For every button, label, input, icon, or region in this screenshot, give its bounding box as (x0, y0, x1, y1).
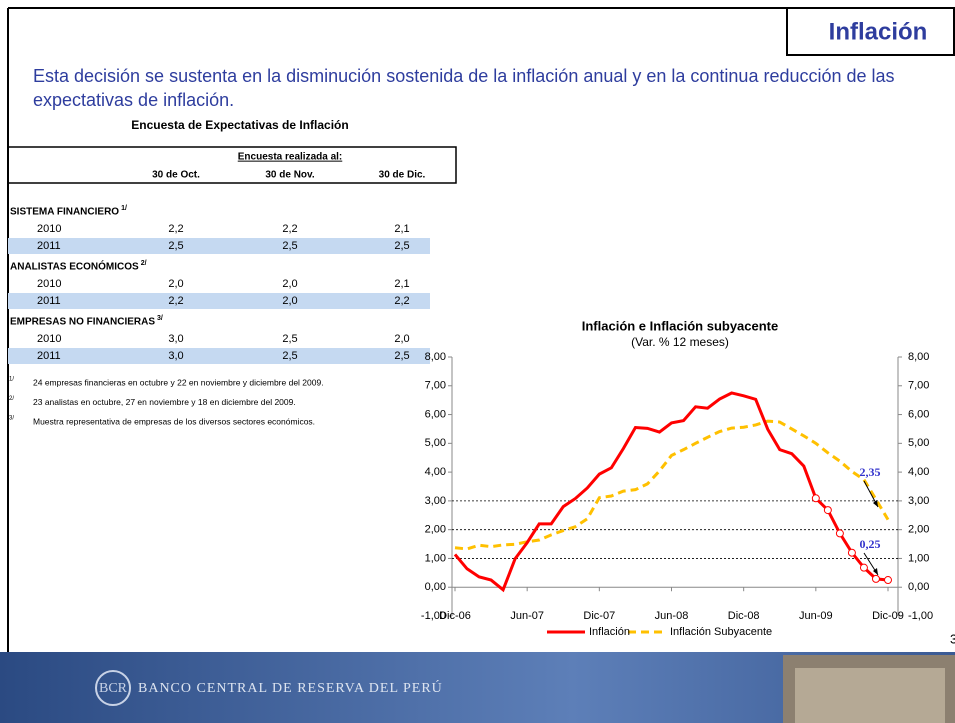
y2-tick-label: 1,00 (908, 552, 929, 564)
point-marker (823, 506, 832, 515)
column-header: 30 de Oct. (152, 170, 200, 181)
row-band (8, 238, 430, 254)
table-caption: Encuesta realizada al: (238, 152, 343, 163)
point-marker (835, 529, 844, 538)
point-marker (871, 574, 880, 583)
cell: 2011 (37, 240, 61, 252)
y2-tick-label: 0,00 (908, 581, 929, 593)
column-header: 30 de Dic. (379, 170, 426, 181)
series-line (453, 391, 889, 593)
cell: 2,2 (168, 223, 183, 235)
footnote: Muestra representativa de empresas de lo… (33, 416, 315, 426)
y-tick-label: 5,00 (425, 437, 446, 449)
cell: 3,0 (168, 333, 183, 345)
point-marker (884, 576, 892, 585)
cell: 2,1 (394, 223, 409, 235)
footnote-mark: 2/ (9, 396, 14, 402)
chart-title: Inflación e Inflación subyacente (582, 318, 779, 333)
arrow-head (873, 500, 878, 507)
footnote: 24 empresas financieras en octubre y 22 … (33, 377, 324, 387)
cell: 2,0 (282, 295, 297, 307)
point-marker (847, 548, 856, 557)
cell: 2,2 (282, 223, 297, 235)
column-header: 30 de Nov. (265, 170, 314, 181)
photo-detail (795, 668, 945, 723)
row-band (8, 348, 430, 364)
title-box (786, 7, 955, 56)
point-marker (859, 563, 868, 572)
arrow-head (873, 568, 878, 575)
table-title: Encuesta de Expectativas de Inflación (131, 118, 348, 132)
y-tick-label: 1,00 (425, 552, 446, 564)
group-note: 1/ (121, 205, 127, 212)
y-tick-label: 4,00 (425, 466, 446, 478)
footnote: 23 analistas en octubre, 27 en noviembre… (33, 397, 296, 407)
y2-tick-label: 8,00 (908, 351, 929, 363)
x-tick-label: Jun-08 (655, 610, 689, 622)
group-note: 2/ (141, 260, 147, 267)
cell: 2,5 (394, 350, 409, 362)
y-tick-label: 8,00 (425, 351, 446, 363)
footnote-mark: 1/ (9, 377, 14, 383)
legend-label: Inflación (589, 626, 630, 638)
slide-title: Inflación (829, 18, 928, 45)
cell: 2,2 (394, 295, 409, 307)
cell: 2,2 (168, 295, 183, 307)
y2-tick-label: 3,00 (908, 495, 929, 507)
x-tick-label: Dic-09 (872, 610, 904, 622)
intro: Esta decisión se sustenta en la disminuc… (33, 66, 895, 110)
cell: 2,5 (168, 240, 183, 252)
cell: 2,5 (394, 240, 409, 252)
cell: 2010 (37, 333, 61, 345)
footnote-mark: 3/ (9, 416, 14, 422)
y-tick-label: 3,00 (425, 495, 446, 507)
y-tick-label: -1,00 (421, 610, 446, 622)
table-header-box (7, 146, 457, 184)
cell: 2,5 (282, 350, 297, 362)
page-number: 3 (950, 631, 955, 646)
bank-name: BANCO CENTRAL DE RESERVA DEL PERÚ (138, 679, 443, 696)
chart-subtitle: (Var. % 12 meses) (631, 335, 729, 349)
y2-tick-label: 4,00 (908, 466, 929, 478)
y2-tick-label: 2,00 (908, 524, 929, 536)
cell: 2,5 (282, 333, 297, 345)
group-name: SISTEMA FINANCIERO (10, 207, 119, 218)
cell: 2,0 (168, 278, 183, 290)
row-band (8, 293, 430, 309)
x-tick-label: Dic-07 (583, 610, 615, 622)
logo-text: BCR (99, 681, 128, 696)
series-line (454, 419, 890, 551)
y2-tick-label: 6,00 (908, 408, 929, 420)
cell: 2011 (37, 295, 61, 307)
cell: 2010 (37, 278, 61, 290)
x-tick-label: Dic-06 (439, 610, 471, 622)
y-tick-label: 2,00 (425, 524, 446, 536)
group-name: EMPRESAS NO FINANCIERAS (10, 317, 155, 328)
cell: 2011 (37, 350, 61, 362)
cell: 2,0 (282, 278, 297, 290)
y-tick-label: 7,00 (425, 380, 446, 392)
group-name: ANALISTAS ECONÓMICOS (10, 260, 139, 273)
point-marker (811, 494, 820, 503)
group-note: 3/ (157, 315, 163, 322)
cell: 2,0 (394, 333, 409, 345)
cell: 2,5 (282, 240, 297, 252)
cell: 2010 (37, 223, 61, 235)
y2-tick-label: 7,00 (908, 380, 929, 392)
y2-tick-label: 5,00 (908, 437, 929, 449)
cell: 2,1 (394, 278, 409, 290)
y-tick-label: 0,00 (425, 581, 446, 593)
y2-tick-label: -1,00 (908, 610, 933, 622)
y-tick-label: 6,00 (425, 408, 446, 420)
cell: 3,0 (168, 350, 183, 362)
x-tick-label: Jun-09 (799, 610, 833, 622)
x-tick-label: Dic-08 (728, 610, 760, 622)
intro-text: Esta decisión se sustenta en la disminuc… (33, 66, 895, 110)
legend-label: Inflación Subyacente (670, 626, 772, 638)
logo (95, 670, 131, 706)
annotation: 0,25 (860, 537, 881, 551)
x-tick-label: Jun-07 (510, 610, 544, 622)
annotation: 2,35 (860, 465, 881, 479)
